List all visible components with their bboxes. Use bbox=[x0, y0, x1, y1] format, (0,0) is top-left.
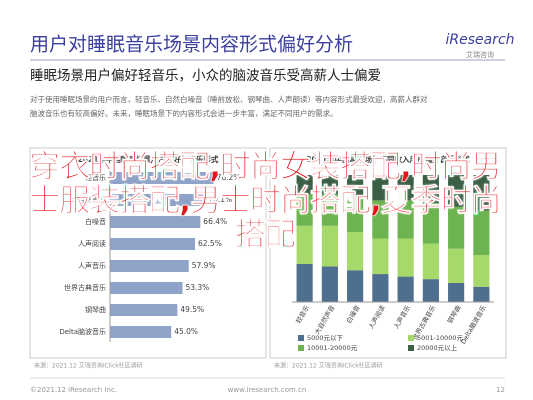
bar-segment bbox=[397, 276, 414, 302]
bar-segment bbox=[397, 200, 414, 239]
value-label: 62.5% bbox=[198, 239, 222, 248]
category-label: 大自然声音 bbox=[312, 303, 336, 336]
category-label: 轻音乐 bbox=[294, 303, 312, 325]
bar-segment bbox=[347, 196, 364, 233]
bar-segment bbox=[372, 200, 389, 239]
page-number: 12 bbox=[496, 386, 505, 394]
bar-segment bbox=[422, 279, 439, 302]
logo-sub: 艾瑞咨询 bbox=[466, 50, 494, 59]
bar-segment bbox=[321, 175, 338, 195]
category-label: 白噪音 bbox=[85, 217, 106, 226]
subtitle: 睡眠场景用户偏好轻音乐，小众的脑波音乐受高薪人士偏爱 bbox=[30, 67, 381, 84]
bar bbox=[110, 260, 189, 272]
bar bbox=[110, 194, 206, 206]
bar-segment bbox=[296, 175, 313, 195]
bar-segment bbox=[448, 175, 465, 207]
category-label: 大自然声音 bbox=[71, 195, 106, 204]
bar-segment bbox=[448, 206, 465, 249]
chart-title: 2021年中国睡眠场景不同收入用户偏好音乐形式 bbox=[306, 154, 470, 164]
bar-segment bbox=[473, 175, 490, 211]
legend-swatch bbox=[298, 335, 304, 341]
legend-swatch bbox=[408, 335, 414, 341]
panel bbox=[29, 147, 267, 359]
bar-segment bbox=[321, 194, 338, 226]
bar-segment bbox=[473, 210, 490, 256]
site: www.iresearch.com.cn bbox=[228, 386, 307, 394]
bar bbox=[110, 304, 178, 316]
value-label: 57.9% bbox=[192, 261, 216, 270]
bar-segment bbox=[321, 266, 338, 302]
bar-segment bbox=[296, 263, 313, 302]
bar-segment bbox=[448, 248, 465, 283]
bar-segment bbox=[296, 194, 313, 226]
bar-segment bbox=[397, 238, 414, 277]
copyright: ©2021.12 iResearch Inc. bbox=[30, 386, 117, 394]
legend-label: 5000元以下 bbox=[307, 334, 344, 342]
chart-source: 来源：2021.12 艾瑞咨询iClick社区调研 bbox=[34, 362, 143, 370]
bar bbox=[110, 216, 201, 228]
value-label: 53.3% bbox=[185, 283, 209, 292]
category-label: 人声阅读 bbox=[78, 239, 106, 248]
bar-segment bbox=[473, 255, 490, 287]
bar-segment bbox=[372, 274, 389, 302]
value-label: 45.0% bbox=[174, 327, 198, 336]
logo: iResearch bbox=[445, 32, 514, 48]
value-label: 70.1% bbox=[208, 195, 232, 204]
bar-segment bbox=[448, 282, 465, 302]
bar-segment bbox=[397, 175, 414, 201]
bar-segment bbox=[347, 270, 364, 302]
category-label: 轻音乐 bbox=[85, 173, 106, 182]
chart-source: 来源：2021.12 艾瑞咨询iClick社区调研 bbox=[274, 362, 383, 370]
bar bbox=[110, 282, 183, 294]
category-label: Delta脑波音乐 bbox=[59, 327, 106, 336]
bar-segment bbox=[473, 286, 490, 302]
category-label: 人声音乐 bbox=[78, 261, 106, 270]
category-label: 钢琴曲 bbox=[85, 305, 106, 314]
value-label: 76.2% bbox=[217, 173, 241, 182]
body-line: 脑波音乐也有较高偏好。未来，睡眠场景下的内容形式会进一步丰富，满足不同用户的需求… bbox=[30, 108, 338, 118]
page-title: 用户对睡眠音乐场景内容形式偏好分析 bbox=[30, 34, 353, 56]
bar-segment bbox=[296, 225, 313, 264]
chart-title: 2021年中国睡眠场景用户偏好的音乐形式 bbox=[78, 154, 219, 164]
bar bbox=[110, 172, 214, 184]
legend-label: 20000元以上 bbox=[417, 343, 458, 352]
legend-swatch bbox=[408, 345, 414, 351]
overlay-text: 穿衣时尚搭配,时尚女装搭配,时尚男士服装搭配,男士时尚搭配,夏季时尚搭配 bbox=[29, 149, 502, 253]
bar-segment bbox=[347, 175, 364, 197]
bar-segment bbox=[347, 232, 364, 271]
bar bbox=[110, 238, 195, 250]
bar-segment bbox=[372, 238, 389, 275]
category-label: 钢琴曲 bbox=[445, 304, 463, 325]
legend-swatch bbox=[298, 345, 304, 351]
bar-segment bbox=[422, 243, 439, 280]
legend-label: 10001-20000元 bbox=[307, 344, 358, 352]
legend-label: 5001-10000元 bbox=[417, 334, 464, 342]
category-label: 世界古典音乐 bbox=[64, 283, 106, 292]
body-line: 对于使用睡眠场景的用户而言，轻音乐、自然白噪音（睡前放松、钢琴曲、人声朗读）等内… bbox=[30, 94, 428, 104]
value-label: 49.5% bbox=[180, 305, 204, 314]
value-label: 66.4% bbox=[203, 217, 227, 226]
bar-segment bbox=[422, 175, 439, 203]
bar-segment bbox=[372, 175, 389, 201]
category-label: 人声音乐 bbox=[391, 303, 412, 330]
bar bbox=[110, 326, 172, 338]
category-label: 白噪音 bbox=[344, 303, 362, 325]
bar-segment bbox=[422, 202, 439, 244]
bar-segment bbox=[321, 225, 338, 267]
panel bbox=[269, 147, 507, 359]
category-label: 人声阅读 bbox=[366, 303, 387, 330]
